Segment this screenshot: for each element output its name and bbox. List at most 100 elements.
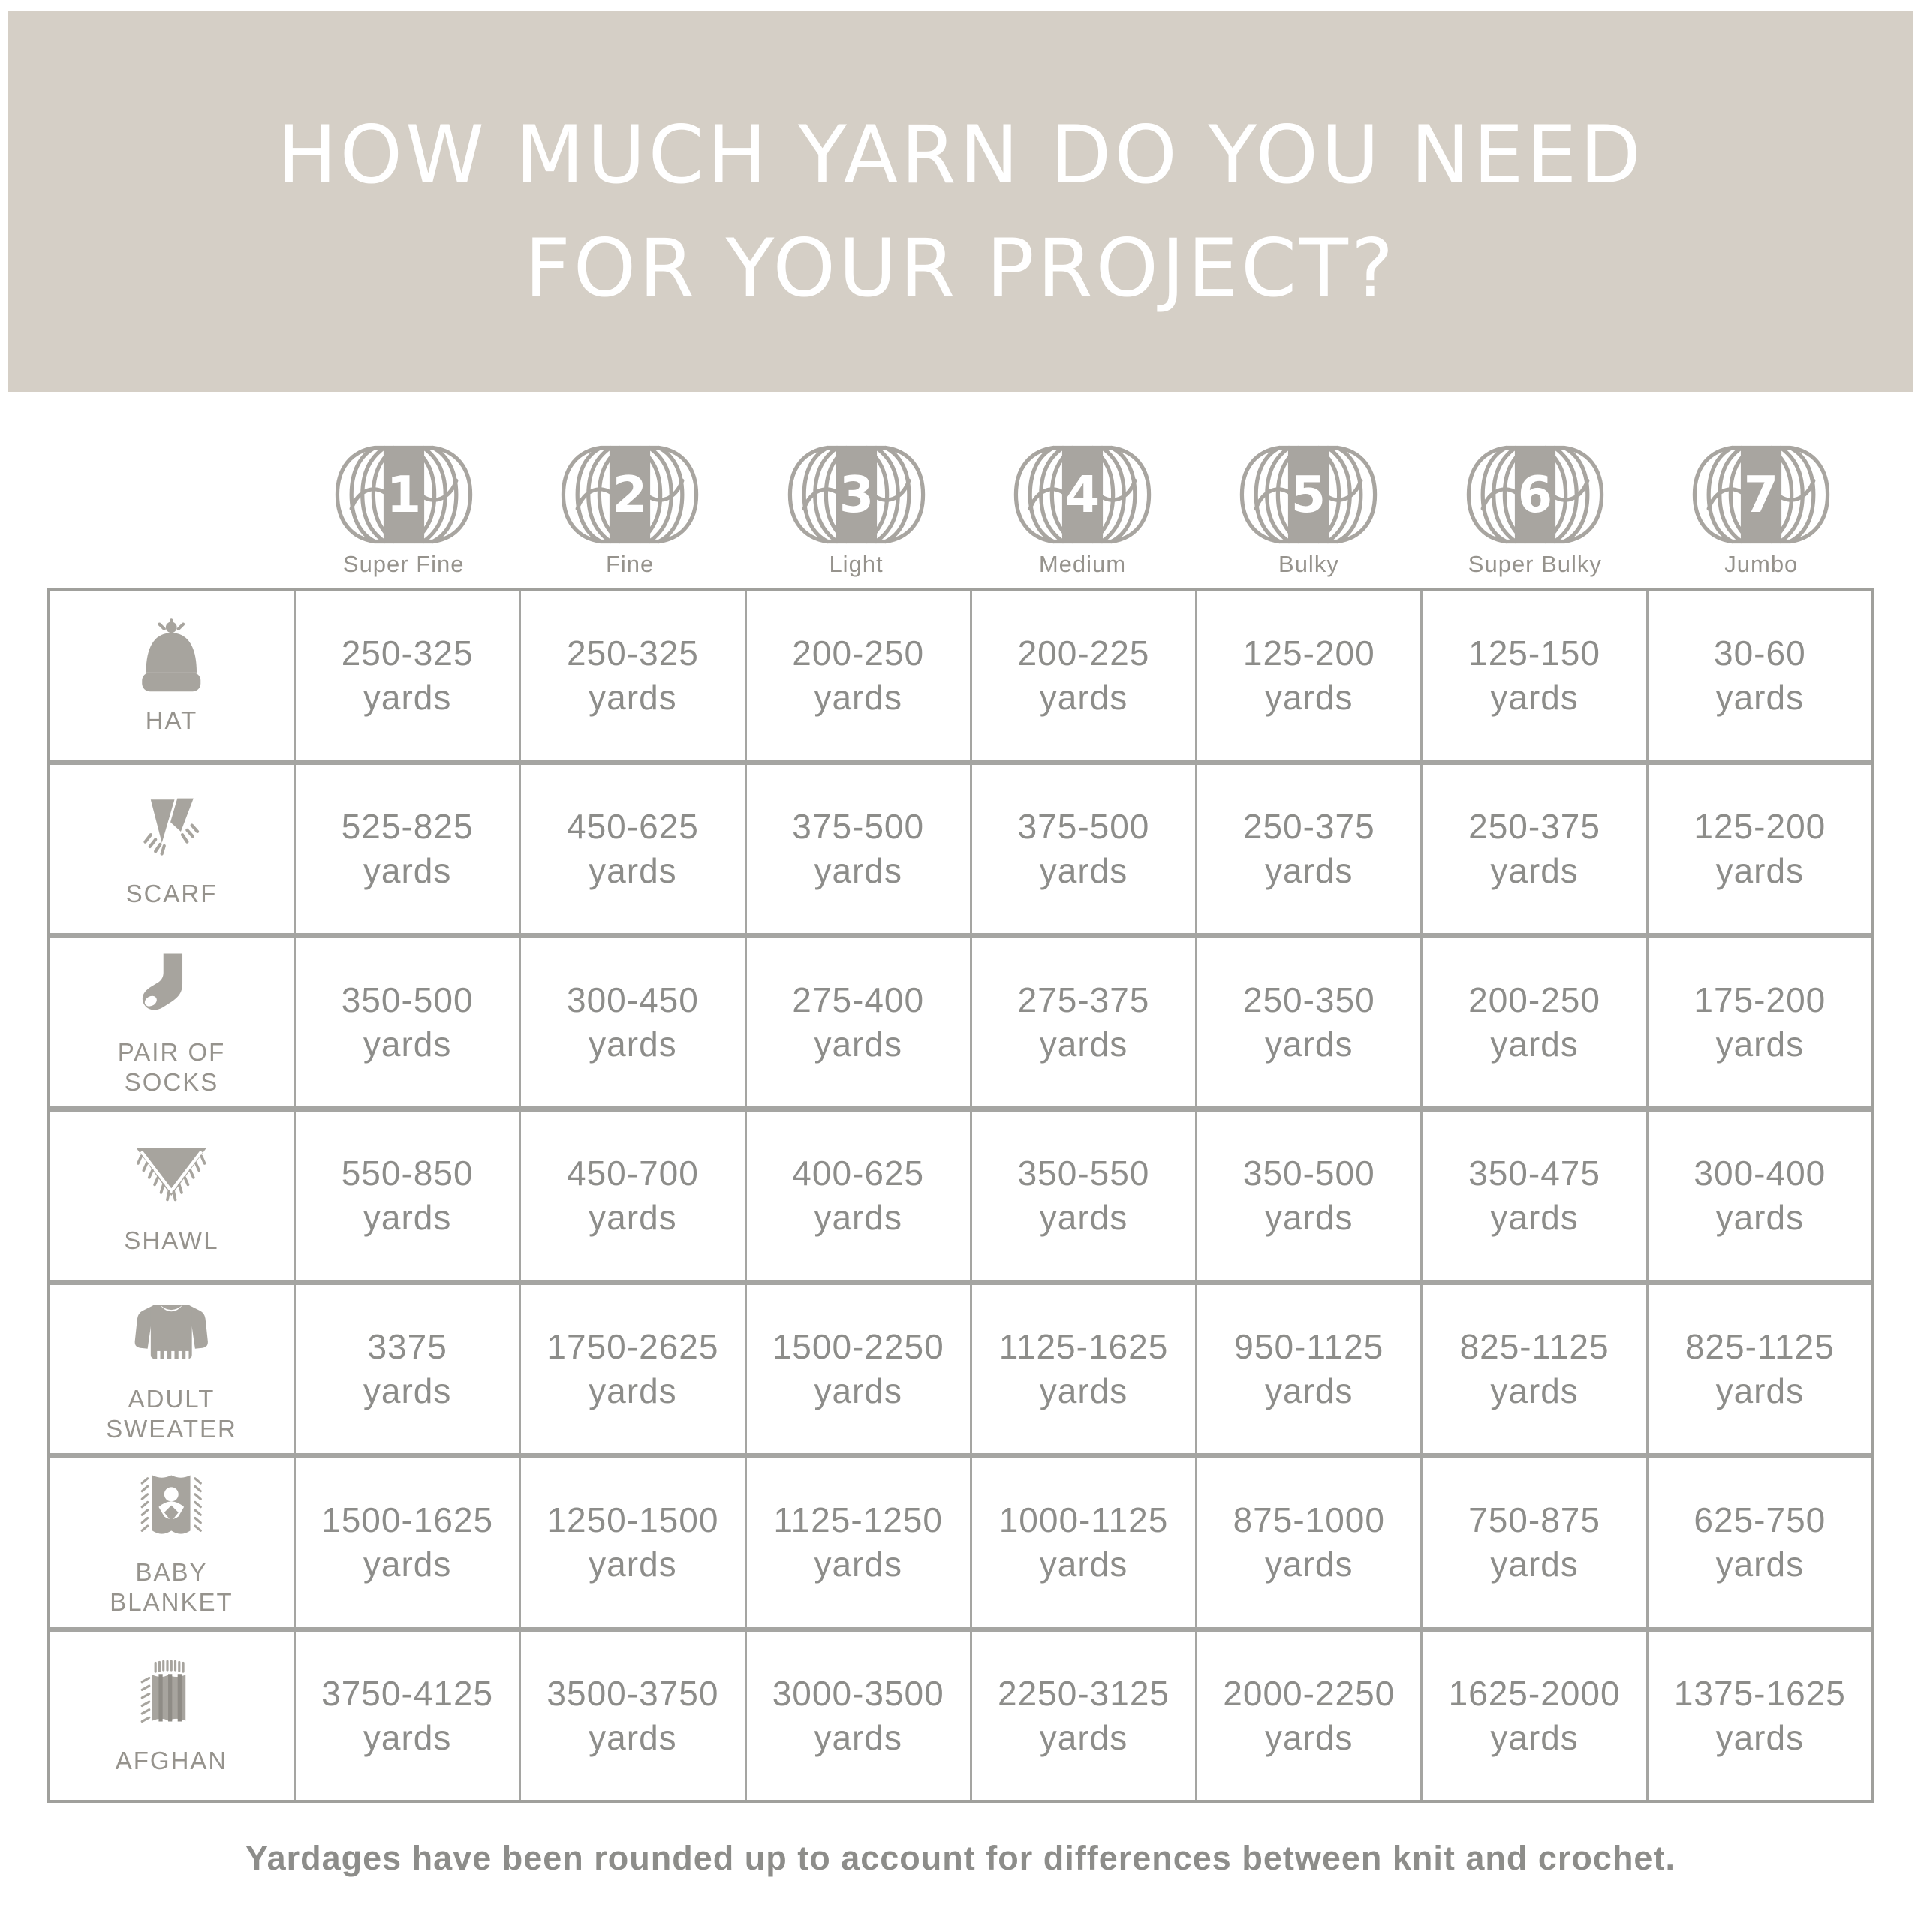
yardage-unit: yards <box>1039 1718 1128 1757</box>
yardage-unit: yards <box>814 851 902 890</box>
project-cell-hat: HAT <box>50 591 294 760</box>
yarn-weight-header-row: 1 Super Fine 2 Fine 3 Light 4 Medium 5 B… <box>47 440 1874 578</box>
yardage-unit: yards <box>363 1025 452 1064</box>
yardage-cell: 825-1125 yards <box>1420 1285 1645 1453</box>
svg-text:1: 1 <box>387 465 421 524</box>
yardage-value: 275-375 <box>1017 980 1150 1020</box>
table-row-shawl: SHAWL 550-850 yards 450-700 yards 400-625 y… <box>50 1106 1871 1280</box>
footnote-text: Yardages have been rounded up to account… <box>245 1839 1676 1877</box>
project-label: ADULT SWEATER <box>106 1384 237 1443</box>
yardage-cell: 350-475 yards <box>1420 1112 1645 1280</box>
yardage-value: 350-500 <box>1242 1154 1375 1193</box>
yardage-cell: 750-875 yards <box>1420 1458 1645 1627</box>
yarn-skein-icon: 5 <box>1234 440 1383 549</box>
yarn-weight-label: Super Bulky <box>1468 551 1602 577</box>
yardage-cell: 125-150 yards <box>1420 591 1645 760</box>
svg-text:4: 4 <box>1065 465 1100 524</box>
yardage-cell: 350-500 yards <box>294 938 519 1106</box>
project-cell-adult-sweater: ADULT SWEATER <box>50 1285 294 1453</box>
yarn-weight-label: Super Fine <box>342 551 465 577</box>
yardage-value: 1125-1250 <box>773 1500 943 1540</box>
afghan-icon <box>140 1660 186 1723</box>
yardage-value: 1000-1125 <box>998 1500 1169 1540</box>
yardage-cell: 525-825 yards <box>294 765 519 933</box>
yardage-cell: 200-225 yards <box>969 591 1195 760</box>
yardage-unit: yards <box>814 1371 902 1410</box>
yardage-value: 950-1125 <box>1234 1327 1384 1367</box>
yarn-weight-5: 5 Bulky <box>1196 440 1422 578</box>
yardage-unit: yards <box>1265 851 1353 890</box>
yardage-unit: yards <box>1715 1371 1805 1410</box>
yardage-cell: 1750-2625 yards <box>519 1285 744 1453</box>
project-label: HAT <box>145 706 198 734</box>
yarn-skein-icon: 4 <box>1008 440 1157 549</box>
project-label: PAIR OF SOCKS <box>117 1037 226 1096</box>
yardage-unit: yards <box>1715 1198 1805 1237</box>
svg-text:2: 2 <box>613 465 647 524</box>
yardage-cell: 125-200 yards <box>1645 765 1871 933</box>
yarn-weight-7: 7 Jumbo <box>1649 440 1874 578</box>
yardage-cell: 250-325 yards <box>294 591 519 760</box>
yardage-value: 2250-3125 <box>998 1674 1170 1714</box>
yardage-cell: 3750-4125 yards <box>294 1632 519 1800</box>
yardage-unit: yards <box>814 1545 902 1584</box>
yardage-value: 625-750 <box>1694 1500 1826 1540</box>
table-row-afghan: AFGHAN 3750-4125 yards 3500-3750 yards 300… <box>50 1627 1871 1800</box>
scarf-icon <box>143 796 200 856</box>
yarn-skein-icon: 1 <box>330 440 478 549</box>
yardage-value: 825-1125 <box>1459 1327 1609 1367</box>
yardage-unit: yards <box>363 1198 452 1237</box>
yardage-cell: 2000-2250 yards <box>1195 1632 1420 1800</box>
yardage-unit: yards <box>1715 1545 1805 1584</box>
svg-text:7: 7 <box>1744 465 1778 524</box>
yardage-cell: 250-350 yards <box>1195 938 1420 1106</box>
yardage-cell: 1625-2000 yards <box>1420 1632 1645 1800</box>
yardage-cell: 250-325 yards <box>519 591 744 760</box>
yardage-value: 250-375 <box>1468 807 1600 847</box>
yardage-unit: yards <box>589 1718 677 1757</box>
yardage-value: 825-1125 <box>1685 1327 1835 1367</box>
yardage-cell: 375-500 yards <box>969 765 1195 933</box>
yardage-unit: yards <box>814 1718 902 1757</box>
yarn-weight-label: Medium <box>1038 551 1127 577</box>
yardage-value: 1500-2250 <box>772 1327 944 1367</box>
yardage-value: 375-500 <box>792 807 925 847</box>
yardage-unit: yards <box>1490 851 1579 890</box>
yardage-unit: yards <box>1715 1025 1805 1064</box>
yardage-cell: 250-375 yards <box>1420 765 1645 933</box>
yardage-cell: 875-1000 yards <box>1195 1458 1420 1627</box>
yarn-weight-2: 2 Fine <box>516 440 742 578</box>
yarn-weight-4: 4 Medium <box>969 440 1195 578</box>
baby-blanket-icon <box>140 1475 203 1534</box>
yardage-cell: 1500-2250 yards <box>744 1285 970 1453</box>
yardage-cell: 1125-1625 yards <box>969 1285 1195 1453</box>
table-row-hat: HAT 250-325 yards 250-325 yards 200-250 yar… <box>50 591 1871 760</box>
yardage-value: 250-375 <box>1242 807 1375 847</box>
yardage-value: 1375-1625 <box>1673 1674 1846 1714</box>
yardage-cell: 625-750 yards <box>1645 1458 1871 1627</box>
project-label: SCARF <box>125 879 218 907</box>
svg-text:6: 6 <box>1518 465 1552 524</box>
yardage-unit: yards <box>1490 1545 1579 1584</box>
yardage-unit: yards <box>1039 1545 1128 1584</box>
yardage-unit: yards <box>1265 1025 1353 1064</box>
yardage-value: 1750-2625 <box>546 1327 719 1367</box>
project-label: SHAWL <box>124 1226 219 1254</box>
yardage-unit: yards <box>1715 851 1805 890</box>
project-cell-shawl: SHAWL <box>50 1112 294 1280</box>
project-cell-socks: PAIR OF SOCKS <box>50 938 294 1106</box>
yarn-skein-icon: 3 <box>782 440 931 549</box>
yardage-value: 200-225 <box>1017 633 1150 673</box>
yardage-value: 200-250 <box>1468 980 1600 1020</box>
yarn-weight-label: Fine <box>605 551 655 577</box>
page-title-line1: HOW MUCH YARN DO YOU NEED <box>276 109 1645 202</box>
yardage-value: 350-550 <box>1017 1154 1150 1193</box>
yardage-value: 525-825 <box>341 807 474 847</box>
yardage-value: 250-350 <box>1242 980 1375 1020</box>
yardage-cell: 1375-1625 yards <box>1645 1632 1871 1800</box>
yardage-value: 250-325 <box>341 633 474 673</box>
yardage-cell: 30-60 yards <box>1645 591 1871 760</box>
yardage-unit: yards <box>814 678 902 717</box>
yardage-value: 125-200 <box>1242 633 1375 673</box>
yardage-unit: yards <box>589 678 677 717</box>
